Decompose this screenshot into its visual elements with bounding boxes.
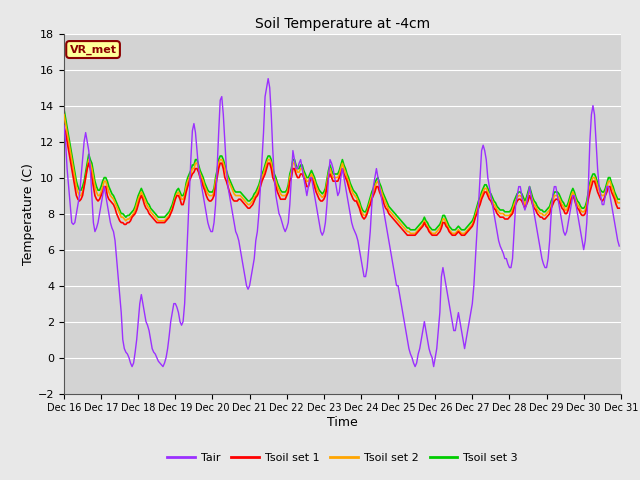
Y-axis label: Temperature (C): Temperature (C) — [22, 163, 35, 264]
Text: VR_met: VR_met — [70, 44, 116, 55]
Legend: Tair, Tsoil set 1, Tsoil set 2, Tsoil set 3: Tair, Tsoil set 1, Tsoil set 2, Tsoil se… — [163, 448, 522, 467]
X-axis label: Time: Time — [327, 416, 358, 429]
Title: Soil Temperature at -4cm: Soil Temperature at -4cm — [255, 17, 430, 31]
